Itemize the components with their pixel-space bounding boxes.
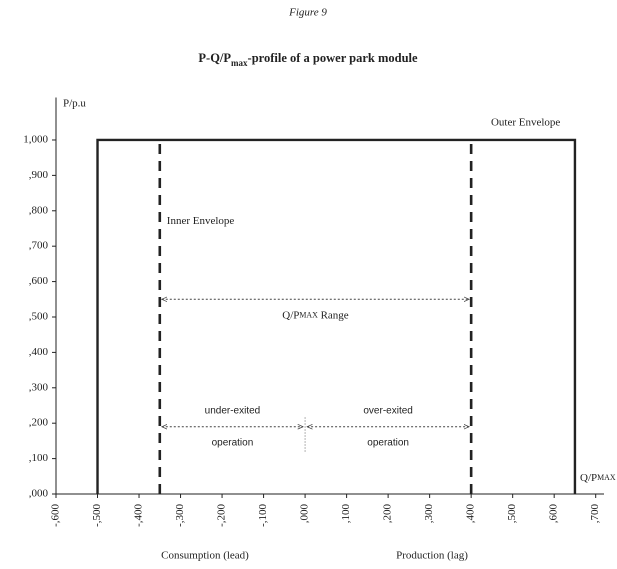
y-tick-label: ,600 xyxy=(29,275,49,287)
y-tick-label: ,700 xyxy=(29,240,49,252)
envelope-line xyxy=(96,138,577,494)
envelope-line xyxy=(158,139,473,494)
text-part: -profile of a power park module xyxy=(248,51,418,65)
text-part: Range xyxy=(318,309,349,321)
y-tick-label: ,800 xyxy=(29,204,49,216)
x-tick-label: ,200 xyxy=(382,504,394,524)
text-part: P-Q/P xyxy=(198,51,231,65)
text-part: MAX xyxy=(597,473,616,482)
x-tick-label: ,400 xyxy=(465,504,477,524)
x-tick-label: ,500 xyxy=(506,504,518,524)
text-part: Q/P xyxy=(282,309,299,321)
text-part: MAX xyxy=(299,310,318,319)
x-tick-label: -,400 xyxy=(133,504,145,527)
range-label: operation xyxy=(367,437,409,448)
y-tick-label: ,300 xyxy=(29,381,49,393)
series-label: Inner Envelope xyxy=(167,215,235,227)
y-tick-label: ,200 xyxy=(29,417,49,429)
range-label: over-exited xyxy=(363,405,412,416)
y-tick-label: ,400 xyxy=(29,346,49,358)
x-tick-label: ,100 xyxy=(340,504,352,524)
range-label: under-exited xyxy=(205,405,261,416)
y-tick-label: ,500 xyxy=(29,311,49,323)
y-tick-label: ,000 xyxy=(29,488,49,500)
series-label: Outer Envelope xyxy=(491,117,560,129)
text-part: Q/P xyxy=(580,472,597,484)
x-axis-label: Q/PMAX xyxy=(580,472,616,484)
range-label: Q/PMAX Range xyxy=(282,309,349,321)
x-tick-label: -,600 xyxy=(50,504,62,527)
x-tick-label: -,500 xyxy=(91,504,103,527)
x-tick-label: ,600 xyxy=(548,504,560,524)
region-label: Consumption (lead) xyxy=(161,550,249,562)
range-label: operation xyxy=(212,437,254,448)
x-tick-label: -,100 xyxy=(257,504,269,527)
y-tick-label: ,900 xyxy=(29,169,49,181)
figure-label: Figure 9 xyxy=(288,7,327,19)
text-part: max xyxy=(231,58,248,68)
chart-title: P-Q/Pmax-profile of a power park module xyxy=(198,51,418,68)
x-tick-label: ,700 xyxy=(589,504,601,524)
region-label: Production (lag) xyxy=(396,550,468,562)
x-tick-label: -,300 xyxy=(174,504,186,527)
x-tick-label: ,000 xyxy=(299,504,311,524)
x-tick-label: -,200 xyxy=(216,504,228,527)
y-tick-label: ,100 xyxy=(29,452,49,464)
x-tick-label: ,300 xyxy=(423,504,435,524)
y-axis-label: P/p.u xyxy=(63,98,86,110)
y-tick-label: 1,000 xyxy=(23,134,48,146)
